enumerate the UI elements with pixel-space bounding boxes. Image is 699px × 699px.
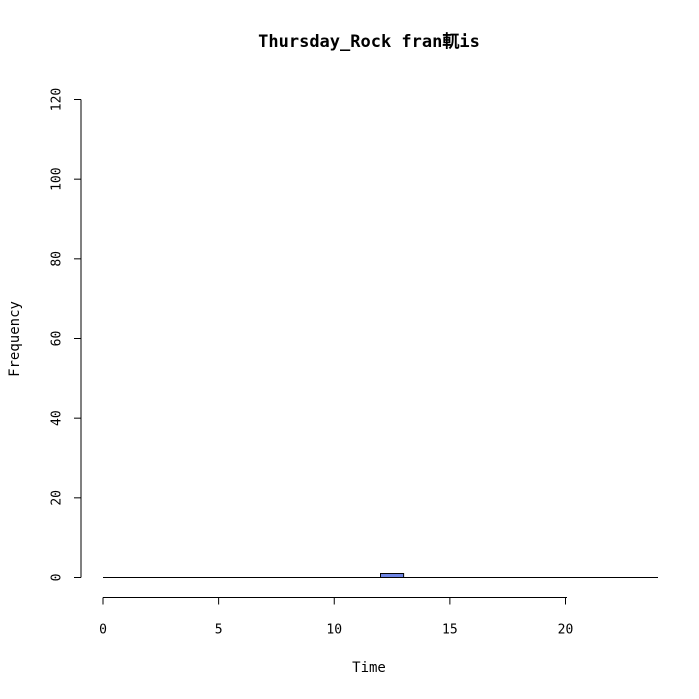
y-tick-label-120: 120 xyxy=(50,88,65,111)
y-axis-title: Frequency xyxy=(7,301,23,377)
histogram-bar-12-13 xyxy=(380,573,405,578)
chart-title: Thursday_Rock fran軏is xyxy=(258,31,480,52)
y-tick-label-40: 40 xyxy=(50,410,65,426)
x-tick-label-20: 20 xyxy=(558,623,574,638)
y-tick-label-100: 100 xyxy=(50,167,65,190)
y-tick-label-60: 60 xyxy=(50,331,65,347)
histogram-bars xyxy=(380,573,405,578)
x-tick-label-10: 10 xyxy=(326,623,342,638)
x-axis-title: Time xyxy=(352,660,386,676)
y-tick-label-0: 0 xyxy=(50,574,65,582)
x-tick-label-5: 5 xyxy=(215,623,223,638)
y-tick-label-80: 80 xyxy=(50,251,65,267)
x-axis: 0 5 10 15 20 xyxy=(99,597,574,638)
y-tick-label-20: 20 xyxy=(50,490,65,506)
y-axis: 0 20 40 60 80 100 120 xyxy=(50,88,82,582)
x-tick-label-15: 15 xyxy=(442,623,458,638)
x-tick-label-0: 0 xyxy=(99,623,107,638)
